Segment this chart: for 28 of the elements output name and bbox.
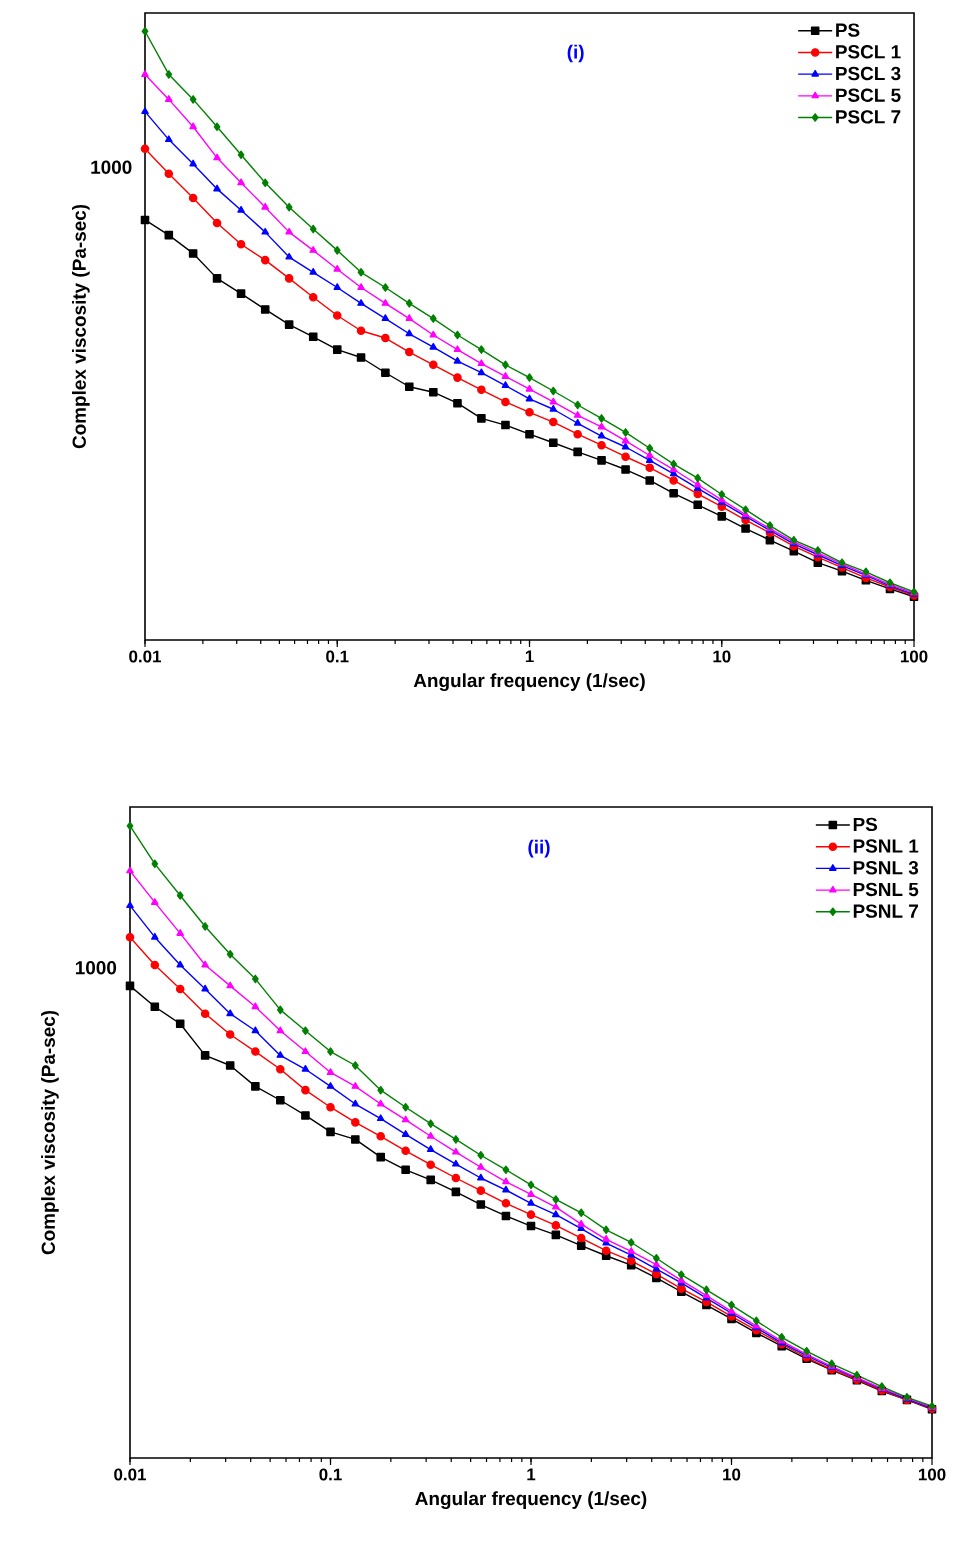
legend-label: PS bbox=[853, 817, 878, 832]
legend-label: PSNL 1 bbox=[853, 839, 919, 853]
x-tick-label: 10 bbox=[713, 650, 731, 663]
x-axis-title: Angular frequency (1/sec) bbox=[415, 1491, 647, 1510]
legend-label: PSNL 5 bbox=[853, 882, 919, 897]
x-tick-label: 100 bbox=[900, 650, 928, 663]
annotation: (i) bbox=[567, 44, 584, 63]
x-tick-label: 0.01 bbox=[114, 1468, 147, 1481]
x-axis-title: Angular frequency (1/sec) bbox=[413, 673, 645, 692]
legend-label: PSNL 3 bbox=[853, 861, 919, 875]
legend-label: PSCL 7 bbox=[836, 110, 901, 124]
annotation: (ii) bbox=[528, 839, 550, 858]
legend-label: PS bbox=[836, 23, 860, 37]
x-tick-label: 0.1 bbox=[319, 1468, 342, 1481]
x-tick-label: 0.1 bbox=[326, 650, 349, 663]
text: 1000 bbox=[91, 160, 132, 174]
x-tick-label: 100 bbox=[918, 1468, 946, 1481]
text: 1000 bbox=[75, 961, 117, 975]
x-tick-label: 0.01 bbox=[129, 650, 162, 663]
y-axis-title: Complex viscosity (Pa-sec) bbox=[41, 1010, 59, 1255]
x-tick-label: 1 bbox=[527, 1468, 536, 1481]
x-tick-label: 1 bbox=[525, 650, 534, 663]
legend-label: PSCL 5 bbox=[836, 88, 901, 102]
legend-label: PSNL 7 bbox=[853, 904, 918, 918]
legend-label: PSCL 1 bbox=[836, 45, 901, 59]
legend-label: PSCL 3 bbox=[836, 66, 901, 81]
y-axis-title: Complex viscosity (Pa-sec) bbox=[72, 204, 90, 449]
x-tick-label: 10 bbox=[723, 1468, 741, 1481]
